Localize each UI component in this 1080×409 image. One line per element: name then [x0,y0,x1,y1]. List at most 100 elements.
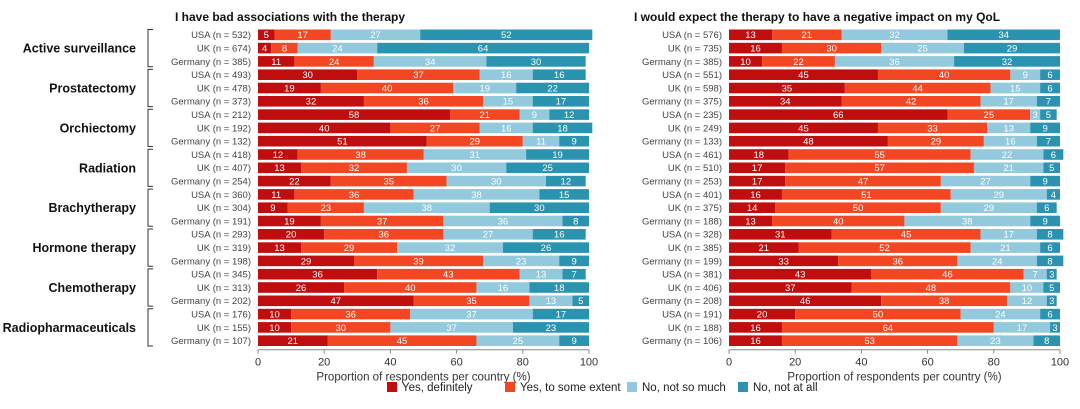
bar-value-label: 9 [1042,177,1047,188]
bar-value-label: 22 [547,83,558,94]
bar-value-label: 51 [337,137,348,148]
bar-value-label: 35 [383,177,394,188]
row-label: Germany (n = 202) [171,296,251,307]
bar-segment-no-not-so-much [970,242,1041,253]
bar-value-label: 25 [513,336,524,347]
bar-row: Germany (n = 132) 51 29 11 9 [171,135,589,148]
bar-value-label: 44 [912,83,923,94]
bar-value-label: 64 [883,323,894,334]
bar-row: UK (n = 155) 10 30 37 23 [197,322,589,334]
bar-segment-yes-to-some-extent [271,42,298,54]
bar-value-label: 14 [747,203,758,214]
bar-segment-no-not-so-much [1010,282,1044,293]
bar-segment-yes-to-some-extent [781,322,994,333]
bar-segment-yes-definitely [729,295,882,307]
bar-value-label: 38 [962,216,973,227]
x-axis: 0 20 40 60 80 100 Proportion of respondents pe… [726,349,1069,384]
bar-segment-yes-to-some-extent [947,109,1031,120]
bar-value-label: 8 [573,216,578,227]
bar-value-label: 36 [349,190,360,201]
bar-row: Germany (n = 107) 21 45 25 9 [171,335,589,347]
bar-row: Germany (n = 199) 33 36 24 8 [642,255,1064,267]
bar-segment-no-not-at-all [1043,282,1060,293]
bar-segment-no-not-so-much [423,149,527,160]
bar-segment-no-not-at-all [1033,335,1060,346]
legend-item: No, not at all [738,382,818,394]
bar-value-label: 52 [501,30,512,41]
row-label: UK (n = 192) [197,123,251,134]
bar-value-label: 6 [1044,203,1049,214]
bar-value-label: 21 [1003,163,1014,174]
bar-segment-yes-to-some-extent [330,175,447,187]
group-bracket [147,148,153,187]
bar-value-label: 9 [1023,70,1028,81]
bar-value-label: 38 [422,203,433,214]
bar-segment-no-not-so-much [330,29,421,41]
bar-value-label: 9 [532,110,537,121]
bar-segment-yes-definitely [729,242,799,253]
bar-row: USA (n = 493) 30 37 16 16 [191,69,586,81]
bar-segment-yes-to-some-extent [881,295,1008,307]
bar-segment-yes-to-some-extent [831,229,981,240]
bar-segment-yes-to-some-extent [297,149,424,160]
bar-value-label: 35 [782,83,793,94]
bar-segment-no-not-at-all [562,215,589,227]
bar-value-label: 16 [1005,137,1016,148]
row-label: USA (n = 532) [191,30,251,41]
row-label: Germany (n = 373) [171,97,251,108]
row-label: Germany (n = 107) [171,336,251,347]
bar-segment-no-not-so-much [413,189,540,200]
bar-segment-yes-to-some-extent [788,149,971,160]
row-label: Germany (n = 385) [171,57,251,68]
bar-segment-yes-to-some-extent [327,335,477,346]
bar-value-label: 24 [995,310,1006,321]
bar-segment-yes-to-some-extent [775,202,941,213]
bar-segment-yes-definitely [729,69,878,80]
bar-value-label: 34 [425,57,436,68]
bar-segment-yes-definitely [258,282,345,293]
bar-segment-no-not-at-all [559,255,589,267]
bar-value-label: 37 [446,323,457,334]
row-label: USA (n = 235) [662,110,722,121]
bar-segment-yes-definitely [258,29,275,41]
bar-value-label: 8 [1044,336,1049,347]
bar-segment-yes-definitely [729,335,782,346]
bar-segment-no-not-at-all [572,295,589,307]
group-bracket [147,228,153,267]
bar-row: Germany (n = 375) 34 42 17 7 [642,96,1060,108]
bar-value-label: 32 [445,243,456,254]
bar-value-label: 40 [833,216,844,227]
row-label: Germany (n = 208) [642,296,722,307]
bar-segment-no-not-at-all [489,202,589,213]
bar-segment-no-not-at-all [1046,268,1057,280]
bar-segment-no-not-so-much [406,162,507,174]
row-label: USA (n = 576) [662,30,722,41]
group-label: Radiopharmaceuticals [3,321,136,335]
bar-segment-no-not-at-all [532,122,593,134]
bar-segment-no-not-so-much [476,282,530,293]
bar-value-label: 43 [443,270,454,281]
bar-segment-no-not-so-much [987,122,1031,134]
bar-segment-yes-definitely [258,335,328,346]
group-bracket [147,29,153,68]
bar-segment-no-not-at-all [559,135,589,147]
bar-segment-yes-to-some-extent [301,162,407,174]
bar-segment-yes-definitely [729,255,839,267]
bar-row: USA (n = 360) 11 36 38 15 [191,189,589,201]
bar-value-label: 17 [556,97,567,108]
bar-value-label: 30 [451,163,462,174]
bar-value-label: 27 [370,30,381,41]
bar-segment-yes-definitely [258,229,325,240]
bar-segment-no-not-at-all [559,335,589,346]
bar-value-label: 7 [1033,270,1038,281]
legend-label: Yes, to some extent [520,382,621,394]
bar-value-label: 6 [1047,243,1052,254]
bar-segment-yes-definitely [729,229,832,240]
bar-row: UK (n = 478) 19 40 19 22 [197,82,589,94]
bar-row: Germany (n = 385) 10 22 36 32 [642,56,1060,68]
bar-segment-yes-definitely [258,189,295,200]
bar-segment-yes-definitely [258,162,302,174]
bar-value-label: 47 [858,177,869,188]
bar-row: USA (n = 212) 58 21 9 12 [191,109,589,121]
x-axis: 0 20 40 60 80 100 Proportion of respondents pe… [255,349,598,384]
